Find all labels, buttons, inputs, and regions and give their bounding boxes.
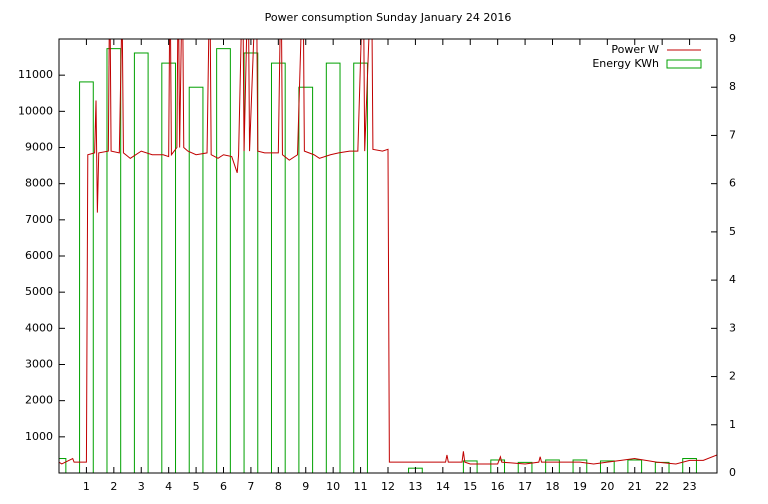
x-tick-label: 4 bbox=[165, 480, 172, 493]
y2-tick-label: 9 bbox=[729, 32, 736, 45]
y2-tick-label: 6 bbox=[729, 177, 736, 190]
x-tick-label: 19 bbox=[573, 480, 587, 493]
x-tick-label: 1 bbox=[83, 480, 90, 493]
power-line bbox=[59, 39, 717, 465]
x-tick-label: 18 bbox=[546, 480, 560, 493]
y-tick-label: 11000 bbox=[18, 68, 53, 81]
x-tick-label: 17 bbox=[518, 480, 532, 493]
bar bbox=[188, 86, 204, 473]
y2-tick-label: 1 bbox=[729, 418, 736, 431]
x-tick-label: 14 bbox=[436, 480, 450, 493]
bar bbox=[106, 48, 122, 473]
x-tick-label: 12 bbox=[381, 480, 395, 493]
x-tick-label: 20 bbox=[600, 480, 614, 493]
x-tick-label: 16 bbox=[491, 480, 505, 493]
bar bbox=[462, 460, 478, 473]
y-tick-label: 2000 bbox=[25, 394, 53, 407]
x-tick-label: 8 bbox=[275, 480, 282, 493]
y2-tick-label: 2 bbox=[729, 370, 736, 383]
x-tick-label: 23 bbox=[683, 480, 697, 493]
y-tick-label: 7000 bbox=[25, 213, 53, 226]
bar bbox=[216, 48, 231, 473]
bar bbox=[59, 458, 67, 473]
x-tick-label: 9 bbox=[302, 480, 309, 493]
y-tick-label: 1000 bbox=[25, 430, 53, 443]
bar bbox=[517, 461, 533, 473]
bar bbox=[599, 460, 615, 473]
y2-tick-label: 8 bbox=[729, 80, 736, 93]
y-tick-label: 9000 bbox=[25, 141, 53, 154]
x-tick-label: 13 bbox=[408, 480, 422, 493]
y-tick-label: 5000 bbox=[25, 285, 53, 298]
y2-tick-label: 0 bbox=[729, 466, 736, 479]
bar bbox=[298, 86, 314, 473]
legend-label: Energy KWh bbox=[592, 57, 659, 70]
legend-swatch bbox=[666, 59, 702, 69]
y-tick-label: 6000 bbox=[25, 249, 53, 262]
bar bbox=[490, 459, 506, 473]
x-tick-label: 3 bbox=[138, 480, 145, 493]
x-tick-label: 10 bbox=[326, 480, 340, 493]
bar bbox=[325, 62, 341, 473]
bar bbox=[545, 459, 560, 473]
plot-area bbox=[59, 39, 717, 473]
x-tick-label: 21 bbox=[628, 480, 642, 493]
x-tick-label: 11 bbox=[354, 480, 368, 493]
y-tick-label: 10000 bbox=[18, 104, 53, 117]
x-tick-label: 5 bbox=[193, 480, 200, 493]
y2-tick-label: 5 bbox=[729, 225, 736, 238]
y2-tick-label: 7 bbox=[729, 128, 736, 141]
x-tick-label: 6 bbox=[220, 480, 227, 493]
bar bbox=[133, 52, 149, 473]
y-tick-label: 3000 bbox=[25, 358, 53, 371]
y2-tick-label: 3 bbox=[729, 321, 736, 334]
x-tick-label: 15 bbox=[463, 480, 477, 493]
chart-title: Power consumption Sunday January 24 2016 bbox=[265, 11, 512, 24]
y2-tick-label: 4 bbox=[729, 273, 736, 286]
x-tick-label: 22 bbox=[655, 480, 669, 493]
bar bbox=[243, 52, 259, 473]
x-tick-label: 2 bbox=[110, 480, 117, 493]
x-tick-label: 7 bbox=[247, 480, 254, 493]
bar bbox=[572, 459, 588, 473]
legend-label: Power W bbox=[611, 43, 659, 56]
bar bbox=[627, 459, 643, 473]
y-tick-label: 8000 bbox=[25, 177, 53, 190]
y-tick-label: 4000 bbox=[25, 321, 53, 334]
